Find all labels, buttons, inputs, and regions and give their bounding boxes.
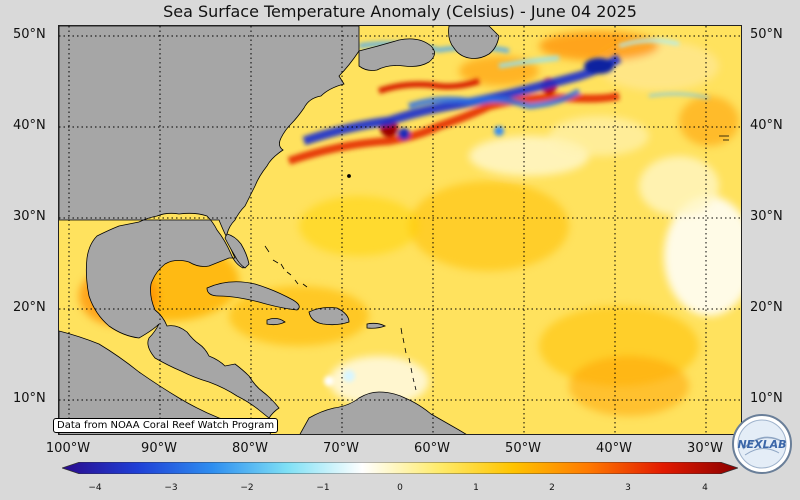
cuba-land (206, 281, 300, 311)
lat-label-30n-right: 30°N (750, 209, 783, 224)
lat-label-10n-right: 10°N (750, 391, 783, 406)
nexlab-logo: NEXLAB (732, 414, 792, 474)
hispaniola-land (308, 307, 350, 326)
nova-scotia-land (358, 38, 435, 71)
colorbar-tick-label: −3 (164, 483, 178, 493)
lon-label-40w: 40°W (596, 441, 632, 456)
lat-label-10n-left: 10°N (13, 391, 46, 406)
lat-label-50n-left: 50°N (13, 27, 46, 42)
small-islands (264, 135, 729, 391)
newfoundland-land (448, 26, 500, 59)
gulf-stream-front (287, 38, 710, 386)
colorbar-tick-label: 4 (702, 483, 708, 493)
lat-label-40n-right: 40°N (750, 118, 783, 133)
colorbar-tick-label: 3 (625, 483, 631, 493)
lat-label-50n-right: 50°N (750, 27, 783, 42)
logo-text: NEXLAB (737, 438, 786, 451)
lon-label-30w: 30°W (687, 441, 723, 456)
graticule (59, 26, 741, 434)
colorbar-tick-label: −2 (240, 483, 254, 493)
map-title: Sea Surface Temperature Anomaly (Celsius… (163, 2, 637, 21)
lon-label-70w: 70°W (323, 441, 359, 456)
lon-label-50w: 50°W (505, 441, 541, 456)
florida-land (224, 233, 250, 269)
colorbar-tick-label: 1 (473, 483, 479, 493)
lon-label-100w: 100°W (45, 441, 91, 456)
puerto-rico-land (366, 322, 387, 329)
lat-label-40n-left: 40°N (13, 118, 46, 133)
data-source-note: Data from NOAA Coral Reef Watch Program (53, 418, 279, 433)
lat-label-30n-left: 30°N (13, 209, 46, 224)
colorbar-tick-label: 2 (549, 483, 555, 493)
colorbar-tick-label: −1 (316, 483, 330, 493)
jamaica-land (266, 318, 286, 326)
lon-label-90w: 90°W (141, 441, 177, 456)
map-canvas (59, 26, 741, 434)
north-america-land (59, 26, 360, 419)
colorbar-tick-label: 0 (397, 483, 403, 493)
lat-label-20n-left: 20°N (13, 300, 46, 315)
lat-label-20n-right: 20°N (750, 300, 783, 315)
lon-label-80w: 80°W (232, 441, 268, 456)
colorbar-tick-label: −4 (88, 483, 102, 493)
colorbar-gradient (62, 462, 738, 474)
colorbar (62, 462, 738, 474)
lon-label-60w: 60°W (414, 441, 450, 456)
sst-anomaly-map (58, 25, 742, 435)
